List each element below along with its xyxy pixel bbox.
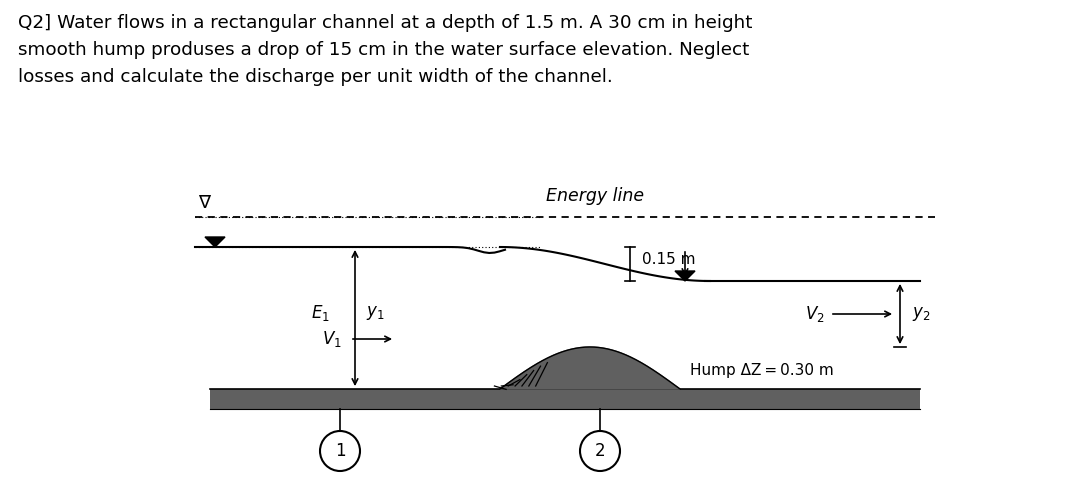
Text: Energy line: Energy line [545, 187, 644, 205]
Circle shape [580, 431, 620, 471]
Text: $y_2$: $y_2$ [912, 305, 931, 323]
Text: $V_2$: $V_2$ [806, 304, 825, 324]
Text: $V_1$: $V_1$ [322, 329, 342, 349]
Text: $\nabla$: $\nabla$ [198, 194, 212, 212]
Polygon shape [205, 237, 225, 247]
Circle shape [320, 431, 360, 471]
Text: Q2] Water flows in a rectangular channel at a depth of 1.5 m. A 30 cm in height
: Q2] Water flows in a rectangular channel… [18, 14, 753, 86]
Text: $y_1$: $y_1$ [366, 304, 384, 322]
Text: 1: 1 [335, 442, 346, 460]
Text: Hump ΔZ = 0.30 m: Hump ΔZ = 0.30 m [690, 363, 834, 378]
Text: 0.15 m: 0.15 m [642, 251, 696, 266]
Bar [210, 389, 920, 409]
Polygon shape [675, 271, 696, 281]
Text: $E_1$: $E_1$ [311, 303, 329, 323]
Polygon shape [500, 347, 680, 389]
Text: 2: 2 [595, 442, 605, 460]
